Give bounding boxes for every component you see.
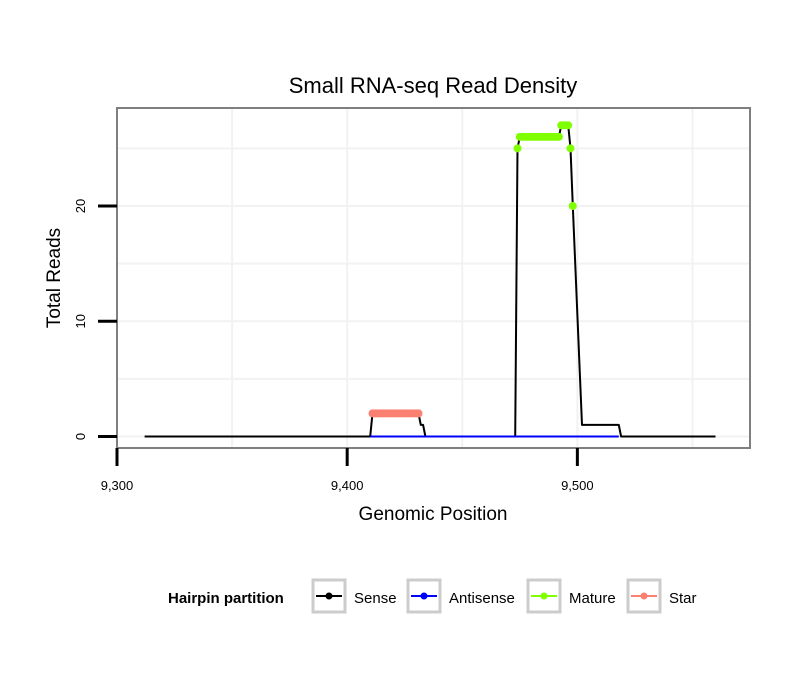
legend-key-point-mature (540, 592, 548, 600)
x-tick-label: 9,400 (331, 478, 364, 493)
y-tick-label: 10 (73, 314, 88, 328)
legend: Hairpin partition Sense Antisense Mature St… (168, 578, 697, 614)
x-axis-title: Genomic Position (359, 504, 508, 525)
axes: 0 10 20 9,300 9,400 9,500 (73, 199, 594, 493)
data-point-mature (564, 121, 573, 130)
y-tick-label: 20 (73, 199, 88, 213)
legend-key-point-antisense (420, 592, 428, 600)
series-layer (144, 121, 716, 438)
x-tick-label: 9,300 (101, 478, 134, 493)
y-axis-title: Total Reads (44, 228, 65, 328)
legend-label-star: Star (669, 590, 697, 607)
legend-key-point-sense (325, 592, 333, 600)
x-tick-label: 9,500 (561, 478, 594, 493)
data-point-mature (513, 144, 522, 153)
data-point-mature (566, 144, 575, 153)
legend-label-mature: Mature (569, 590, 616, 607)
data-point-star (414, 409, 423, 418)
data-point-mature (554, 132, 563, 141)
data-point-mature (568, 201, 577, 210)
y-tick-label: 0 (73, 433, 88, 440)
legend-title: Hairpin partition (168, 590, 284, 607)
chart-title: Small RNA-seq Read Density (289, 73, 578, 98)
plot-background (117, 108, 750, 448)
legend-label-antisense: Antisense (449, 590, 515, 607)
plot-border (116, 107, 751, 449)
legend-key-point-star (640, 592, 648, 600)
legend-label-sense: Sense (354, 590, 397, 607)
